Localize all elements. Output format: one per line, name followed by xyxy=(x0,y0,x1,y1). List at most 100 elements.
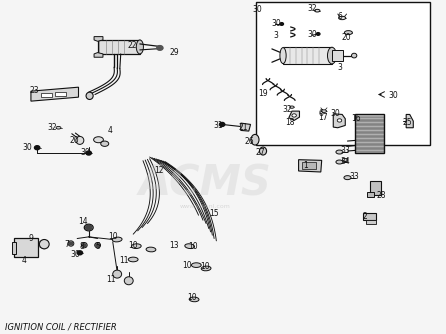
Ellipse shape xyxy=(336,150,343,154)
Bar xyxy=(363,213,376,219)
Bar xyxy=(342,158,347,161)
Text: 6: 6 xyxy=(337,12,342,21)
Bar xyxy=(356,129,384,132)
Text: 14: 14 xyxy=(78,217,88,226)
Circle shape xyxy=(157,46,163,50)
Circle shape xyxy=(219,123,225,127)
Text: 23: 23 xyxy=(29,86,39,95)
Text: 10: 10 xyxy=(128,241,138,249)
Ellipse shape xyxy=(81,242,87,248)
Text: 30: 30 xyxy=(80,148,90,157)
Text: 18: 18 xyxy=(285,118,294,127)
Polygon shape xyxy=(241,123,251,131)
Bar xyxy=(355,114,384,153)
Bar xyxy=(356,121,384,124)
Text: 30: 30 xyxy=(272,19,281,28)
Ellipse shape xyxy=(280,47,286,63)
Circle shape xyxy=(96,244,99,246)
Ellipse shape xyxy=(128,257,138,262)
Text: 16: 16 xyxy=(351,114,361,123)
Text: 10: 10 xyxy=(182,261,191,270)
Text: 3: 3 xyxy=(337,63,342,72)
Ellipse shape xyxy=(260,147,267,155)
Polygon shape xyxy=(333,114,345,128)
Polygon shape xyxy=(289,111,299,121)
Text: 30: 30 xyxy=(253,5,263,13)
Ellipse shape xyxy=(337,119,342,122)
Text: 17: 17 xyxy=(318,113,328,122)
Ellipse shape xyxy=(132,244,141,248)
Ellipse shape xyxy=(101,141,109,146)
Bar xyxy=(98,40,140,54)
Text: 2: 2 xyxy=(363,212,368,221)
Bar xyxy=(256,2,430,145)
Bar xyxy=(356,149,384,152)
Text: 32: 32 xyxy=(47,123,57,132)
Text: 28: 28 xyxy=(376,191,386,200)
Polygon shape xyxy=(94,52,103,57)
Text: 19: 19 xyxy=(258,89,268,98)
Bar xyxy=(356,137,384,140)
Bar xyxy=(302,162,316,169)
Ellipse shape xyxy=(136,40,144,54)
Text: 10: 10 xyxy=(187,293,197,302)
Text: 13: 13 xyxy=(169,241,179,249)
Text: 25: 25 xyxy=(403,118,412,127)
Text: 33: 33 xyxy=(340,146,350,155)
Text: 11: 11 xyxy=(120,256,129,265)
Circle shape xyxy=(34,146,40,150)
Text: 32: 32 xyxy=(283,105,292,114)
Text: 1: 1 xyxy=(303,161,308,170)
Ellipse shape xyxy=(124,277,133,285)
Ellipse shape xyxy=(344,176,351,180)
Ellipse shape xyxy=(76,136,84,144)
Bar xyxy=(14,238,38,258)
Polygon shape xyxy=(31,87,78,101)
Text: 34: 34 xyxy=(340,157,350,166)
Text: IGNITION COIL / RECTIFIER: IGNITION COIL / RECTIFIER xyxy=(5,323,117,332)
Ellipse shape xyxy=(94,137,103,143)
Polygon shape xyxy=(406,115,413,128)
Text: 9: 9 xyxy=(29,234,33,243)
Ellipse shape xyxy=(321,110,326,113)
Text: www.cmsnl.com: www.cmsnl.com xyxy=(180,204,231,209)
Bar xyxy=(370,181,381,195)
Ellipse shape xyxy=(191,263,201,268)
Ellipse shape xyxy=(113,270,122,278)
Circle shape xyxy=(86,225,92,230)
Ellipse shape xyxy=(251,134,259,145)
Ellipse shape xyxy=(112,237,122,242)
Ellipse shape xyxy=(146,247,156,252)
Bar xyxy=(41,93,52,97)
Text: 11: 11 xyxy=(106,275,116,284)
Ellipse shape xyxy=(201,266,211,271)
Text: 32: 32 xyxy=(307,4,317,12)
Bar xyxy=(368,192,374,197)
Ellipse shape xyxy=(339,16,346,20)
Ellipse shape xyxy=(68,241,74,246)
Text: 30: 30 xyxy=(307,30,317,39)
Text: 8: 8 xyxy=(80,242,84,250)
Bar xyxy=(283,47,332,64)
Text: 5: 5 xyxy=(95,242,100,250)
Text: 3: 3 xyxy=(273,31,278,40)
Text: 26: 26 xyxy=(245,137,255,146)
Bar xyxy=(356,145,384,148)
Text: 22: 22 xyxy=(127,41,136,50)
Polygon shape xyxy=(298,160,322,172)
Circle shape xyxy=(77,251,83,255)
Circle shape xyxy=(280,23,284,25)
Text: 4: 4 xyxy=(107,126,112,135)
Ellipse shape xyxy=(351,53,357,58)
Circle shape xyxy=(69,242,73,245)
Bar xyxy=(356,117,384,120)
Text: 6: 6 xyxy=(318,109,323,118)
Text: 10: 10 xyxy=(200,262,210,271)
Text: 21: 21 xyxy=(238,123,248,132)
Polygon shape xyxy=(94,37,103,41)
Text: 10: 10 xyxy=(188,242,198,250)
Bar xyxy=(12,241,16,254)
Bar xyxy=(356,125,384,128)
Text: 20: 20 xyxy=(342,33,351,42)
Text: 27: 27 xyxy=(256,148,266,157)
